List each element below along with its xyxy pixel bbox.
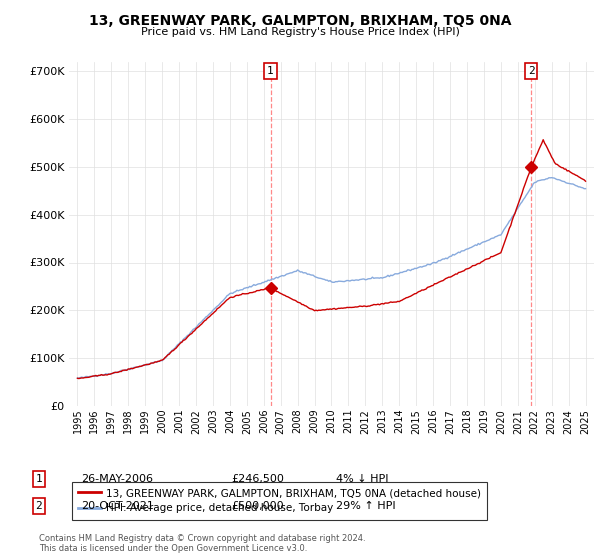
Text: Price paid vs. HM Land Registry's House Price Index (HPI): Price paid vs. HM Land Registry's House … [140,27,460,37]
Text: 29% ↑ HPI: 29% ↑ HPI [336,501,395,511]
Text: 13, GREENWAY PARK, GALMPTON, BRIXHAM, TQ5 0NA: 13, GREENWAY PARK, GALMPTON, BRIXHAM, TQ… [89,14,511,28]
Text: £246,500: £246,500 [231,474,284,484]
Text: 2: 2 [528,66,535,76]
Text: £500,000: £500,000 [231,501,284,511]
Text: 4% ↓ HPI: 4% ↓ HPI [336,474,389,484]
Text: 1: 1 [35,474,43,484]
Text: 1: 1 [267,66,274,76]
Legend: 13, GREENWAY PARK, GALMPTON, BRIXHAM, TQ5 0NA (detached house), HPI: Average pri: 13, GREENWAY PARK, GALMPTON, BRIXHAM, TQ… [71,482,487,520]
Text: 2: 2 [35,501,43,511]
Text: 20-OCT-2021: 20-OCT-2021 [81,501,154,511]
Text: Contains HM Land Registry data © Crown copyright and database right 2024.
This d: Contains HM Land Registry data © Crown c… [39,534,365,553]
Text: 26-MAY-2006: 26-MAY-2006 [81,474,153,484]
